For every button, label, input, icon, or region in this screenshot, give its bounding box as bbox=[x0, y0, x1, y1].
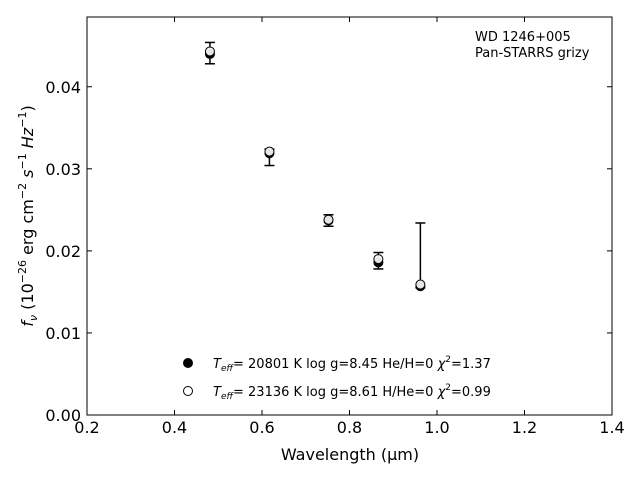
model-point-open bbox=[373, 254, 384, 265]
legend-label-1: Teff= 20801 K log g=8.45 He/H=0 χ2=1.37 bbox=[213, 355, 491, 374]
data-markers bbox=[204, 46, 426, 292]
x-tick-label: 0.6 bbox=[249, 418, 274, 437]
x-tick-label: 1.2 bbox=[512, 418, 537, 437]
model-point-open bbox=[264, 146, 275, 157]
x-tick-label: 0.4 bbox=[162, 418, 187, 437]
y-tick-label: 0.00 bbox=[45, 406, 81, 425]
annotation-survey: Pan-STARRS grizy bbox=[475, 46, 590, 61]
x-tick-label: 0.2 bbox=[74, 418, 99, 437]
y-tick-label: 0.04 bbox=[45, 78, 81, 97]
model-point-open bbox=[323, 214, 334, 225]
legend: Teff= 20801 K log g=8.45 He/H=0 χ2=1.37 … bbox=[183, 355, 491, 402]
legend-label-2: Teff= 23136 K log g=8.61 H/He=0 χ2=0.99 bbox=[213, 383, 491, 402]
x-axis-title: Wavelength (μm) bbox=[281, 445, 419, 464]
model-point-open bbox=[415, 279, 426, 290]
y-axis: 0.00 0.01 0.02 0.03 0.04 bbox=[45, 78, 612, 425]
x-tick-label: 1.4 bbox=[599, 418, 624, 437]
y-tick-label: 0.03 bbox=[45, 160, 81, 179]
y-tick-label: 0.01 bbox=[45, 324, 81, 343]
x-tick-label: 1.0 bbox=[424, 418, 449, 437]
x-tick-label: 0.8 bbox=[337, 418, 362, 437]
y-axis-title: fν (10−26 erg cm−2 s−1 Hz−1) bbox=[16, 105, 40, 326]
plot-area bbox=[86, 16, 613, 416]
annotation-star-name: WD 1246+005 bbox=[475, 30, 571, 45]
legend-marker-open bbox=[183, 386, 193, 396]
model-point-open bbox=[204, 46, 215, 57]
x-axis: 0.2 0.4 0.6 0.8 1.0 1.2 1.4 bbox=[74, 17, 625, 437]
y-tick-label: 0.02 bbox=[45, 242, 81, 261]
legend-marker-filled bbox=[183, 358, 193, 368]
